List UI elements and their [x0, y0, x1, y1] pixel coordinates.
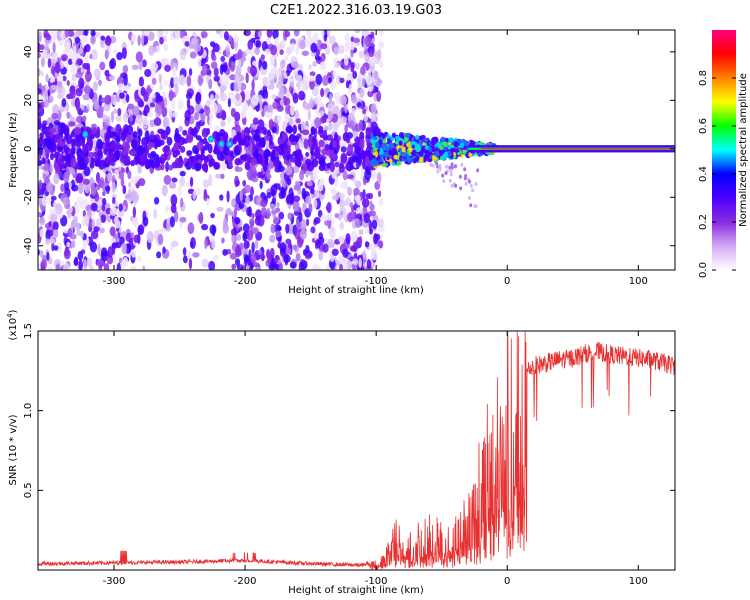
- x-tick-label: -100: [365, 576, 388, 587]
- colorbar-label: Normalized spectral amplitude: [738, 73, 749, 227]
- snr-x-axis-label: Height of straight line (km): [288, 585, 424, 596]
- colorbar-tick-label: 0.4: [698, 166, 709, 182]
- spectrogram-x-ticks: -300 -200 -100 0 100: [103, 30, 648, 287]
- colorbar: 0.0 0.2 0.4 0.6 0.8 Normalized spectral ampl…: [698, 30, 749, 278]
- x-tick-label: 0: [504, 276, 510, 287]
- x-tick-label: 100: [629, 276, 648, 287]
- x-tick-label: -200: [234, 576, 257, 587]
- carrier-peak: [481, 148, 675, 150]
- snr-y-ticks: 0.5 1.0 1.5: [23, 323, 675, 498]
- spectrogram-frame: [37, 29, 676, 271]
- y-tick-label: 20: [23, 94, 34, 107]
- snr-y-axis-label: SNR (10 * v/v): [8, 414, 19, 485]
- spectrogram-y-ticks: -40 -20 0 20 40: [23, 45, 675, 254]
- spectrogram-y-axis-label: Frequency (Hz): [8, 112, 19, 188]
- y-tick-label: 0.5: [23, 482, 34, 498]
- y-tick-label: 40: [23, 45, 34, 58]
- snr-frame: [37, 330, 676, 571]
- spectrogram-x-axis-label: Height of straight line (km): [288, 285, 424, 296]
- y-tick-label: 0: [23, 146, 34, 152]
- x-tick-label: 100: [629, 576, 648, 587]
- y-tick-label: 1.0: [23, 403, 34, 419]
- colorbar-tick-label: 0.8: [698, 70, 709, 86]
- snr-panel: -300 -200 -100 0 100 0.5 1.0 1.5 Height of str…: [6, 309, 676, 596]
- y-tick-label: 1.5: [23, 323, 34, 339]
- figure-title: C2E1.2022.316.03.19.G03: [270, 3, 442, 18]
- spectrogram-heatmap: [38, 30, 675, 270]
- colorbar-gradient: [712, 30, 736, 270]
- x-tick-label: -100: [365, 276, 388, 287]
- colorbar-ticks: 0.0 0.2 0.4 0.6 0.8: [698, 70, 736, 278]
- y-tick-label: -40: [23, 238, 34, 254]
- colorbar-tick-label: 0.0: [698, 262, 709, 278]
- y-tick-label: -20: [23, 189, 34, 205]
- colorbar-tick-label: 0.2: [698, 214, 709, 230]
- x-tick-label: -300: [103, 576, 126, 587]
- snr-series-line: [38, 331, 675, 570]
- x-tick-label: -300: [103, 276, 126, 287]
- x-tick-label: 0: [504, 576, 510, 587]
- snr-x-ticks: -300 -200 -100 0 100: [103, 331, 648, 587]
- snr-y-scale-label: (x104): [6, 309, 19, 340]
- x-tick-label: -200: [234, 276, 257, 287]
- colorbar-tick-label: 0.6: [698, 118, 709, 134]
